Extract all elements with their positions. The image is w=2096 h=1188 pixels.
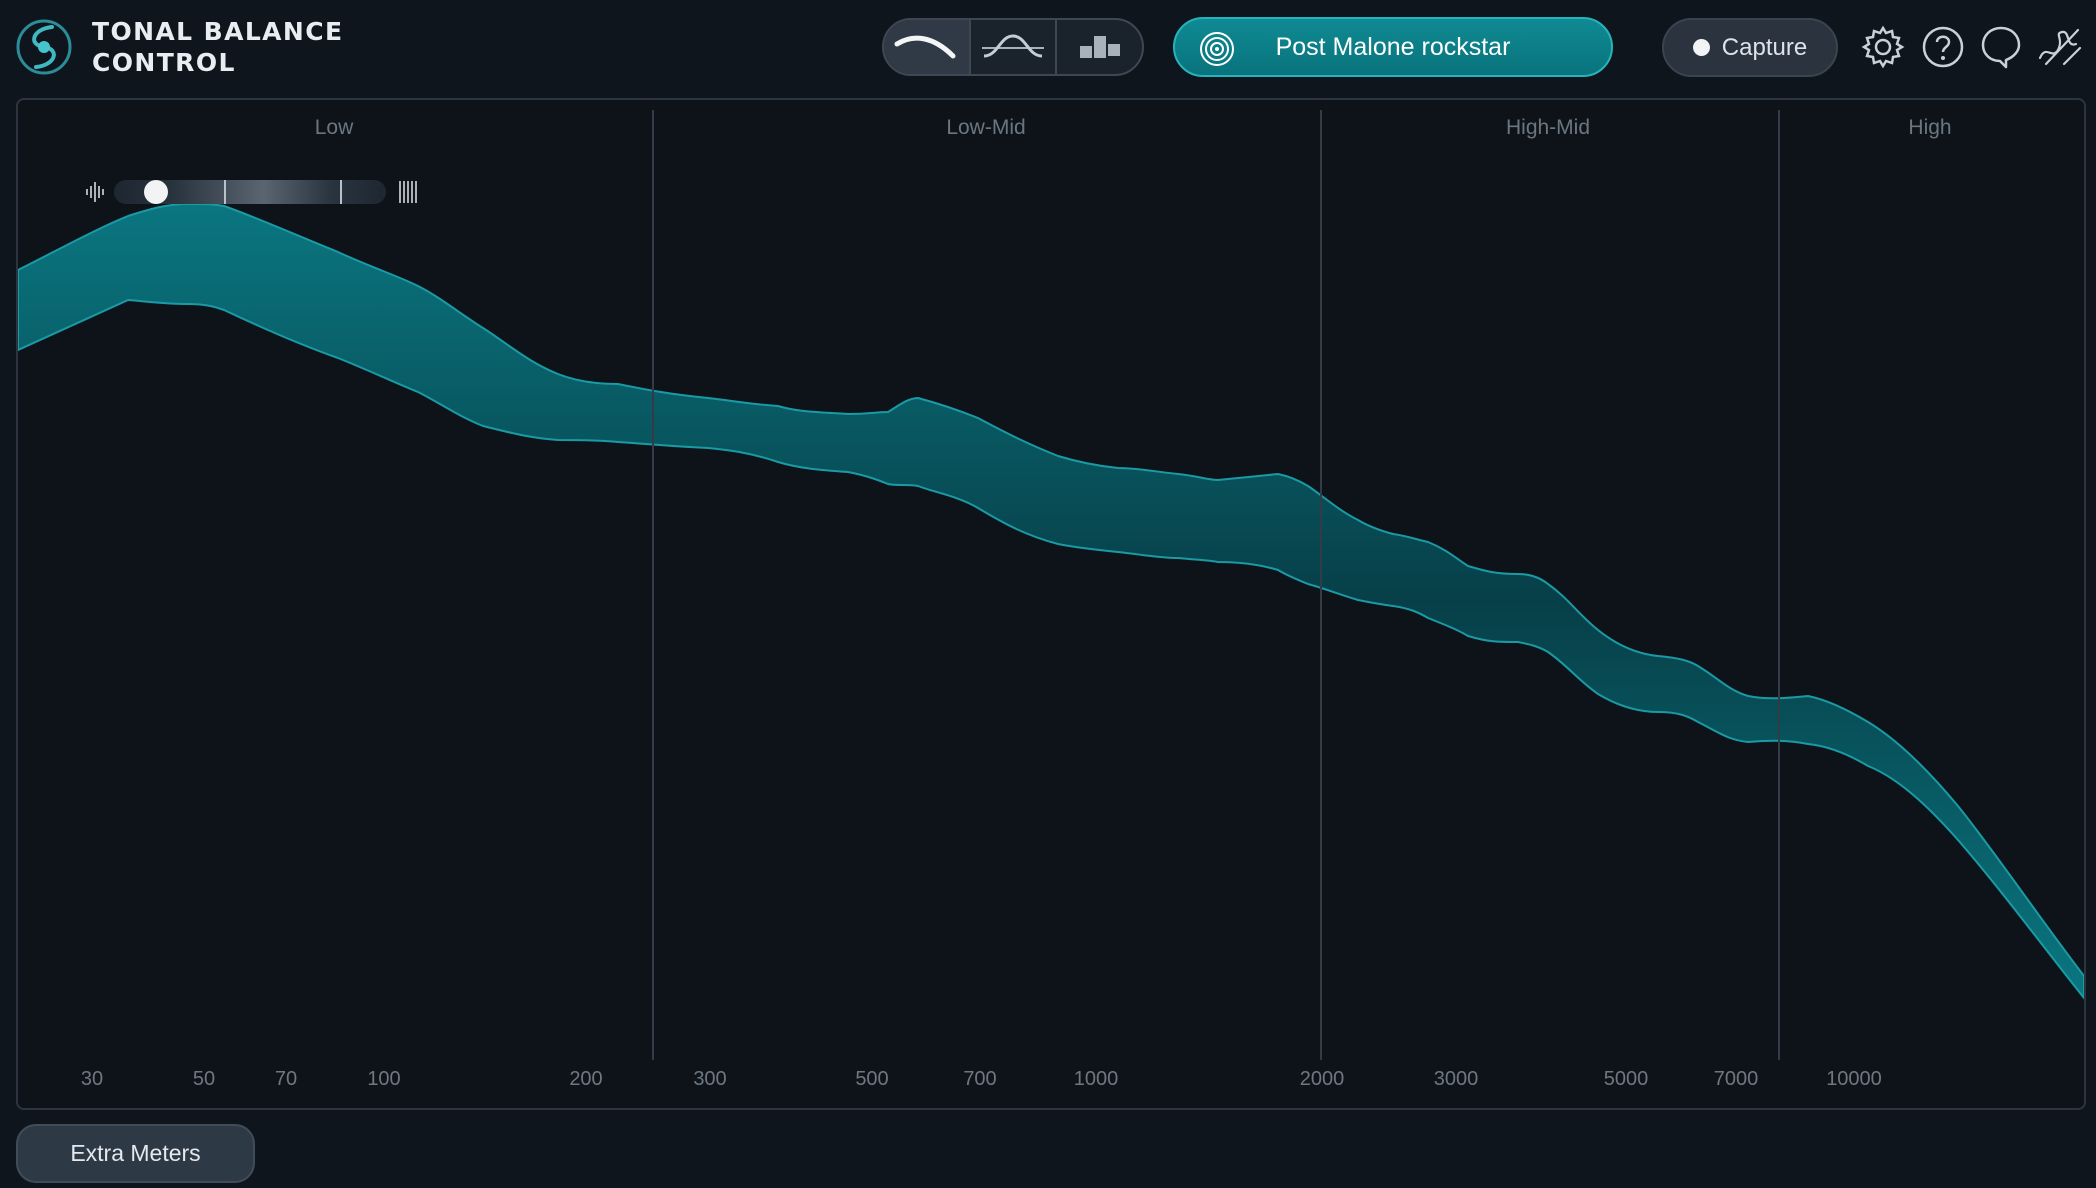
tonal-balance-graph: Low Low-Mid High-Mid High 30 50 70 100 2… bbox=[16, 98, 2086, 1110]
broadband-view-button[interactable] bbox=[884, 20, 971, 74]
band-view-button[interactable] bbox=[1057, 20, 1142, 74]
target-preset-label: Post Malone rockstar bbox=[1275, 32, 1511, 61]
freq-tick: 1000 bbox=[1073, 1068, 1119, 1090]
freq-tick: 300 bbox=[693, 1068, 727, 1090]
target-preset-button[interactable]: Post Malone rockstar bbox=[1173, 17, 1613, 77]
target-range-area bbox=[18, 202, 2084, 1000]
band-label-low: Low bbox=[314, 116, 354, 139]
app-title: TONAL BALANCE CONTROL bbox=[92, 16, 343, 78]
transient-icon bbox=[86, 182, 104, 202]
app-title-line2: CONTROL bbox=[92, 48, 236, 77]
freq-tick: 70 bbox=[274, 1068, 298, 1090]
freq-tick: 50 bbox=[192, 1068, 216, 1090]
dense-bars-icon bbox=[399, 181, 417, 203]
freq-tick: 5000 bbox=[1603, 1068, 1649, 1090]
freq-tick: 200 bbox=[569, 1068, 603, 1090]
target-icon bbox=[1200, 32, 1234, 66]
freq-tick: 100 bbox=[367, 1068, 401, 1090]
crest-range-marker bbox=[340, 180, 342, 204]
band-label-low-mid: Low-Mid bbox=[946, 116, 1026, 139]
freq-tick: 10000 bbox=[1826, 1068, 1882, 1090]
gear-icon[interactable] bbox=[1860, 24, 1906, 70]
freq-tick: 3000 bbox=[1433, 1068, 1479, 1090]
band-label-high: High bbox=[1908, 116, 1952, 139]
freq-tick: 30 bbox=[80, 1068, 104, 1090]
extra-meters-button[interactable]: Extra Meters bbox=[16, 1124, 255, 1183]
app-title-line1: TONAL BALANCE bbox=[92, 17, 344, 46]
blocks-icon bbox=[1079, 36, 1120, 58]
band-divider-low-lowmid bbox=[652, 110, 654, 1060]
band-label-high-mid: High-Mid bbox=[1505, 116, 1591, 139]
capture-button[interactable]: Capture bbox=[1662, 18, 1838, 77]
crest-slider-knob[interactable] bbox=[144, 180, 168, 204]
band-divider-lowmid-highmid bbox=[1320, 110, 1322, 1060]
freq-tick: 2000 bbox=[1299, 1068, 1345, 1090]
crest-range-marker bbox=[224, 180, 226, 204]
band-divider-highmid-high bbox=[1778, 110, 1780, 1060]
freq-tick: 700 bbox=[963, 1068, 997, 1090]
signature-icon[interactable] bbox=[2036, 24, 2082, 70]
speech-bubble-icon[interactable] bbox=[1978, 24, 2024, 70]
freq-tick: 500 bbox=[855, 1068, 889, 1090]
crest-factor-slider[interactable] bbox=[84, 170, 464, 212]
tonal-balance-curve bbox=[18, 202, 2084, 1000]
freq-tick: 7000 bbox=[1713, 1068, 1759, 1090]
fine-view-button[interactable] bbox=[971, 20, 1058, 74]
wave-curve-icon bbox=[982, 34, 1044, 58]
record-dot-icon bbox=[1692, 39, 1710, 56]
capture-label: Capture bbox=[1721, 33, 1808, 61]
app-logo-icon bbox=[16, 19, 72, 75]
extra-meters-label: Extra Meters bbox=[70, 1140, 201, 1166]
view-mode-selector bbox=[882, 18, 1144, 76]
help-icon[interactable] bbox=[1920, 24, 1966, 70]
curve-icon bbox=[894, 35, 956, 59]
